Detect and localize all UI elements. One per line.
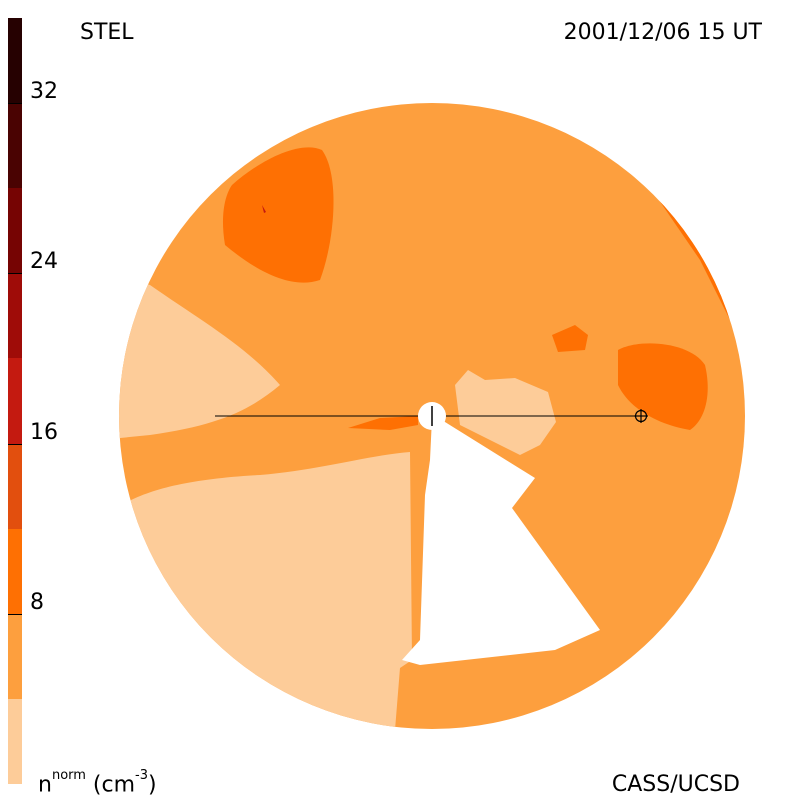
colorbar-tick-label-3: 8 <box>30 589 44 615</box>
colorbar-unit-label: nnorm (cm-3) <box>38 768 157 798</box>
density-colorbar <box>8 18 22 784</box>
unit-exponent: -3 <box>135 768 149 783</box>
earth-icon <box>634 409 648 423</box>
unit-close: ) <box>148 772 157 798</box>
no-data-wedge <box>402 418 600 665</box>
unit-rest: (cm <box>85 772 136 798</box>
high-density-region-east <box>618 343 708 430</box>
colorbar-segment-4 <box>8 358 22 444</box>
colorbar-segment-7 <box>8 103 22 189</box>
colorbar-segment-8 <box>8 18 22 104</box>
colorbar-tick-mark-3 <box>8 613 22 615</box>
low-density-region-center <box>455 370 556 455</box>
high-density-region-small <box>552 325 588 352</box>
colorbar-tick-label-1: 24 <box>30 249 58 275</box>
colorbar-tick-label-2: 16 <box>30 419 58 445</box>
colorbar-segment-1 <box>8 613 22 699</box>
peak-density-spot <box>262 205 266 213</box>
colorbar-segment-0 <box>8 698 22 784</box>
unit-superscript: norm <box>51 768 86 783</box>
disk-group <box>119 103 745 729</box>
colorbar-segment-5 <box>8 273 22 359</box>
colorbar-tick-mark-0 <box>8 103 22 105</box>
colorbar-segment-6 <box>8 188 22 274</box>
low-density-region-west <box>119 270 280 440</box>
colorbar-segment-2 <box>8 528 22 614</box>
high-density-region-sun-left <box>348 416 418 430</box>
colorbar-tick-mark-2 <box>8 443 22 445</box>
high-density-region-north <box>222 147 334 283</box>
low-density-region-southwest <box>119 452 412 729</box>
colorbar-tick-mark-1 <box>8 273 22 275</box>
colorbar-tick-label-0: 32 <box>30 79 58 105</box>
timestamp-label: 2001/12/06 15 UT <box>563 20 762 45</box>
colorbar-segment-3 <box>8 443 22 529</box>
instrument-label: STEL <box>80 20 134 45</box>
unit-base: n <box>38 772 52 798</box>
credit-label: CASS/UCSD <box>611 772 740 797</box>
